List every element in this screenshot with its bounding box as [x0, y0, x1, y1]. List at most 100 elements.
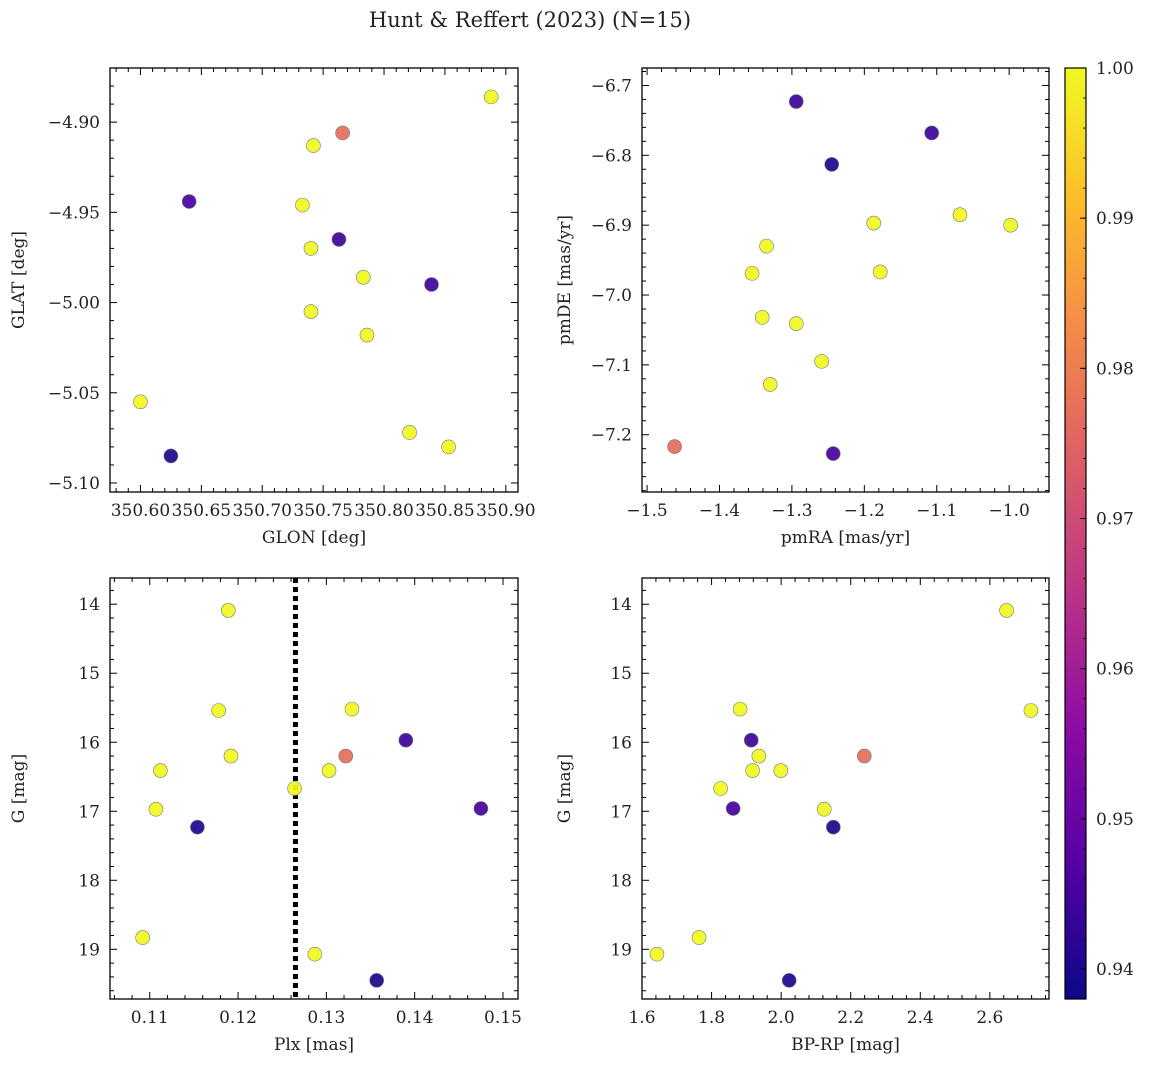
x-tick-label: 350.90	[476, 501, 535, 521]
x-tick-label: 1.6	[628, 1008, 655, 1028]
x-tick-label: 1.8	[698, 1008, 725, 1028]
x-axis-label: Plx [mas]	[274, 1035, 354, 1055]
scatter-point	[181, 194, 197, 209]
y-axis-label: G [mag]	[555, 754, 575, 823]
scatter-points	[133, 89, 499, 464]
scatter-point	[356, 269, 371, 285]
scatter-point	[190, 819, 205, 835]
scatter-point	[814, 354, 829, 369]
x-tick-label: 2.4	[907, 1008, 934, 1028]
colorbar-tick-label: 0.98	[1096, 359, 1134, 379]
scatter-point	[398, 732, 414, 748]
x-tick-label: −1.1	[916, 501, 957, 521]
x-tick-label: 0.11	[131, 1008, 169, 1028]
tick-marks	[642, 68, 1049, 492]
y-tick-label: 16	[610, 733, 632, 753]
y-tick-label: 14	[78, 595, 100, 615]
scatter-point	[691, 930, 707, 945]
x-tick-label: 350.65	[172, 501, 231, 521]
scatter-point	[148, 801, 164, 817]
y-tick-label: 18	[610, 871, 632, 891]
axes-frame	[109, 67, 519, 493]
y-tick-label: 16	[78, 733, 100, 753]
scatter-point	[135, 930, 150, 945]
scatter-point	[754, 310, 770, 325]
scatter-point	[344, 701, 360, 717]
x-tick-label: −1.3	[771, 501, 812, 521]
y-tick-label: −6.8	[591, 146, 632, 166]
scatter-point	[223, 748, 239, 764]
x-axis-label: BP-RP [mag]	[791, 1035, 900, 1055]
scatter-point	[924, 125, 939, 141]
scatter-point	[745, 763, 760, 778]
y-tick-label: −5.00	[48, 294, 100, 314]
y-tick-label: 18	[78, 871, 100, 891]
scatter-point	[424, 277, 439, 292]
y-tick-label: −4.95	[48, 203, 100, 223]
scatter-point	[781, 973, 797, 988]
scatter-point	[331, 232, 347, 247]
x-tick-label: 0.14	[396, 1008, 434, 1028]
scatter-point	[788, 94, 804, 109]
scatter-point	[743, 732, 759, 748]
scatter-points	[135, 603, 489, 988]
x-axis-label: pmRA [mas/yr]	[781, 528, 910, 548]
scatter-point	[816, 801, 832, 817]
panel-bprp-g: 1.6 1.8 2.0 2.2 2.4 2.6 14 15 16 17 18 19 BP-RP [mag…	[555, 577, 1050, 1055]
y-tick-label: −6.9	[591, 216, 632, 236]
x-tick-label: 350.70	[232, 501, 291, 521]
scatter-points	[667, 94, 1018, 461]
x-tick-label: 0.13	[307, 1008, 345, 1028]
y-tick-label: 17	[78, 802, 100, 822]
scatter-point	[441, 439, 456, 455]
scatter-point	[303, 241, 319, 256]
colorbar-tick-label: 0.96	[1096, 660, 1134, 680]
y-axis-label: GLAT [deg]	[9, 231, 29, 329]
scatter-points	[649, 603, 1039, 988]
colorbar-tick-label: 0.97	[1096, 509, 1134, 529]
scatter-point	[338, 748, 354, 764]
scatter-point	[211, 703, 226, 718]
scatter-point	[667, 439, 682, 454]
scatter-point	[866, 215, 882, 231]
y-tick-label: 19	[610, 940, 632, 960]
scatter-point	[153, 763, 168, 778]
scatter-point	[649, 946, 665, 962]
y-tick-label: −7.1	[591, 356, 632, 376]
colorbar-tick-label: 0.94	[1096, 960, 1134, 980]
x-tick-label: −1.2	[844, 501, 885, 521]
colorbar-gradient	[1065, 68, 1086, 999]
scatter-point	[335, 125, 350, 141]
axes-frame	[641, 577, 1050, 1000]
panel-glon-glat: 350.60 350.65 350.70 350.75 350.80 350.85 350.…	[9, 67, 536, 548]
scatter-point	[402, 425, 417, 440]
scatter-point	[773, 763, 789, 778]
y-tick-label: −5.10	[48, 474, 100, 494]
scatter-point	[762, 377, 778, 392]
panels: 350.60 350.65 350.70 350.75 350.80 350.85 350.…	[9, 67, 1050, 1055]
y-axis-label: pmDE [mas/yr]	[555, 215, 575, 345]
scatter-point	[725, 801, 741, 816]
scatter-point	[221, 603, 236, 618]
x-tick-label: 0.12	[219, 1008, 257, 1028]
scatter-point	[952, 207, 968, 222]
x-tick-label: 2.6	[976, 1008, 1003, 1028]
x-tick-label: −1.0	[989, 501, 1030, 521]
axes-frame	[109, 577, 519, 1000]
x-tick-label: 350.60	[111, 501, 170, 521]
tick-marks	[110, 67, 519, 492]
scatter-point	[713, 781, 728, 796]
scatter-point	[369, 973, 385, 988]
scatter-point	[1023, 703, 1039, 718]
scatter-point	[751, 748, 767, 764]
scatter-point	[1003, 217, 1018, 233]
scatter-point	[306, 138, 321, 153]
y-tick-label: −5.05	[48, 384, 100, 404]
y-tick-label: 17	[610, 802, 632, 822]
x-tick-label: 0.15	[484, 1008, 522, 1028]
scatter-point	[483, 89, 499, 105]
y-tick-label: 15	[610, 664, 632, 684]
panel-pmra-pmde: −1.5 −1.4 −1.3 −1.2 −1.1 −1.0 −7.2 −7.1 −7.0 −6.9…	[555, 67, 1050, 548]
scatter-point	[359, 327, 375, 343]
